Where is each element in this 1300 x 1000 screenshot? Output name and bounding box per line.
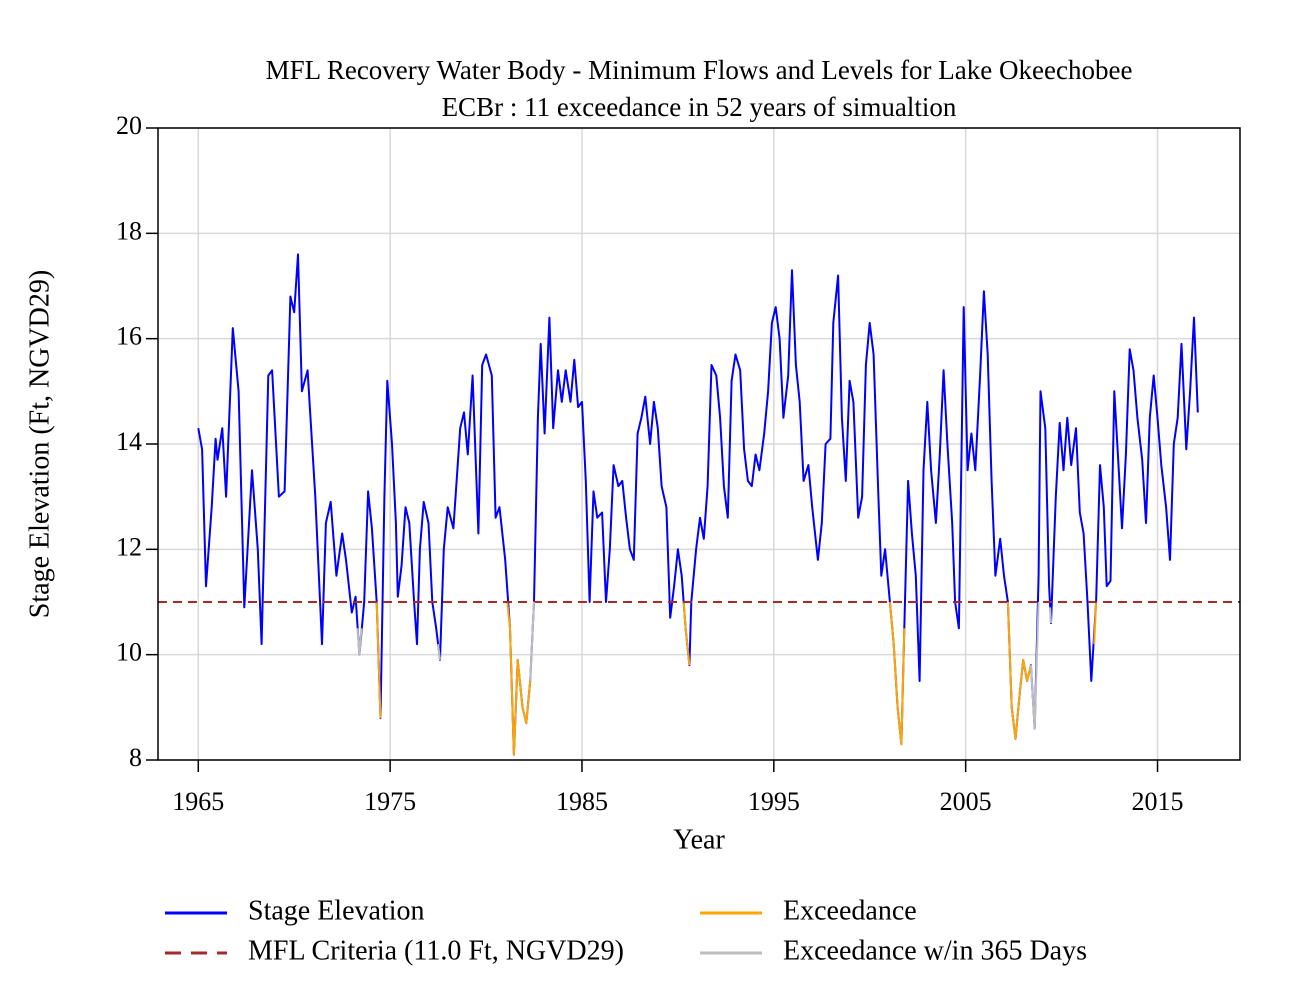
legend-label: MFL Criteria (11.0 Ft, NGVD29) <box>248 935 624 966</box>
y-tick-label: 16 <box>116 322 142 351</box>
plot-frame <box>157 127 1241 761</box>
x-tick-label: 2015 <box>1132 787 1184 816</box>
y-tick-label: 10 <box>116 638 142 667</box>
legend-label: Exceedance w/in 365 Days <box>783 935 1087 966</box>
y-tick-label: 8 <box>129 743 142 772</box>
x-axis-title: Year <box>673 824 725 855</box>
y-tick-label: 18 <box>116 216 142 245</box>
x-tick-label: 1995 <box>748 787 800 816</box>
series-line <box>197 253 1199 756</box>
y-tick-label: 20 <box>116 111 142 140</box>
legend-label: Exceedance <box>783 895 917 926</box>
x-tick-label: 1975 <box>364 787 416 816</box>
y-tick-label: 14 <box>116 427 142 456</box>
legend-label: Stage Elevation <box>248 895 425 926</box>
x-tick-label: 1965 <box>172 787 224 816</box>
x-tick-label: 1985 <box>556 787 608 816</box>
y-tick-label: 12 <box>116 532 142 561</box>
series-line <box>375 601 1098 756</box>
x-tick-label: 2005 <box>940 787 992 816</box>
chart-title: MFL Recovery Water Body - Minimum Flows … <box>266 55 1133 85</box>
chart-subtitle: ECBr : 11 exceedance in 52 years of simu… <box>442 92 957 122</box>
series-line <box>356 601 1052 730</box>
y-axis-title: Stage Elevation (Ft, NGVD29) <box>24 270 55 618</box>
